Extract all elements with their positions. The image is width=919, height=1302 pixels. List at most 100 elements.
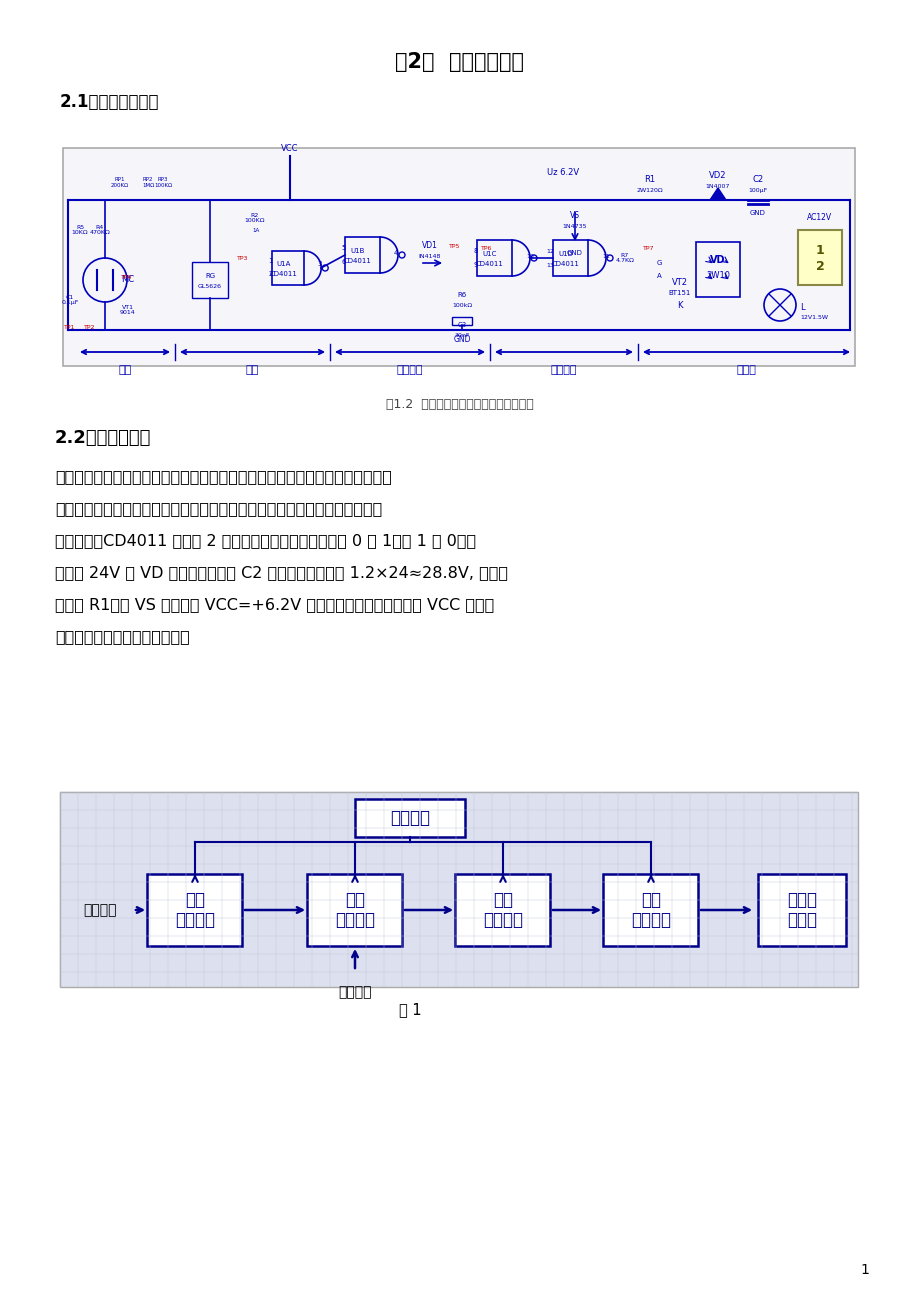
Text: BT151: BT151	[668, 290, 690, 296]
Text: VT2: VT2	[671, 279, 687, 286]
Text: 图 1: 图 1	[398, 1003, 421, 1017]
Text: 2.2电路工作原理: 2.2电路工作原理	[55, 428, 152, 447]
Text: 低），而灯泡串于整流电路中。: 低），而灯泡串于整流电路中。	[55, 629, 189, 644]
Text: 晶闸管: 晶闸管	[786, 891, 816, 909]
Text: 控制电路: 控制电路	[630, 911, 670, 930]
Text: R2
100KΩ: R2 100KΩ	[244, 212, 265, 224]
Bar	[62, 148, 854, 366]
Bar	[345, 237, 380, 273]
Text: 2W10: 2W10	[705, 271, 729, 280]
Text: 光控信号: 光控信号	[338, 986, 371, 999]
Text: 3: 3	[317, 260, 321, 267]
Text: VD2: VD2	[709, 171, 726, 180]
Text: 声控: 声控	[119, 365, 131, 375]
Bar	[476, 240, 512, 276]
Text: 100kΩ: 100kΩ	[451, 303, 471, 309]
Text: G: G	[655, 260, 661, 266]
Bar	[603, 874, 698, 947]
Text: GND: GND	[566, 250, 583, 256]
Text: TP5: TP5	[448, 243, 460, 249]
Text: GL5626: GL5626	[198, 285, 221, 289]
Text: 12: 12	[546, 249, 553, 254]
Text: 第2章  电路工作原理: 第2章 电路工作原理	[395, 52, 524, 72]
Text: 音频: 音频	[185, 891, 205, 909]
Bar	[355, 799, 464, 837]
Text: CD4011: CD4011	[343, 258, 371, 264]
Text: CD4011: CD4011	[475, 260, 503, 267]
Text: C2: C2	[752, 174, 763, 184]
Text: VD1: VD1	[422, 241, 437, 250]
Text: CD4011: CD4011	[269, 271, 297, 277]
Text: A: A	[656, 273, 661, 279]
Text: K: K	[676, 301, 682, 310]
Text: 8: 8	[473, 247, 478, 254]
Text: 图1.2  声光控延时楼道灯控制电路原理图: 图1.2 声光控延时楼道灯控制电路原理图	[386, 398, 533, 411]
Text: VCC: VCC	[281, 145, 299, 154]
Text: GND: GND	[453, 335, 471, 344]
Circle shape	[83, 258, 127, 302]
Text: 触发: 触发	[641, 891, 660, 909]
Circle shape	[763, 289, 795, 322]
Bar	[696, 242, 739, 297]
Text: AC12V: AC12V	[807, 214, 832, 223]
Text: RP1
200KΩ: RP1 200KΩ	[111, 177, 129, 187]
Text: C1
0.1μF: C1 0.1μF	[62, 294, 79, 306]
Bar	[307, 874, 403, 947]
Text: 2: 2	[815, 259, 823, 272]
Text: VT1
9014: VT1 9014	[120, 305, 136, 315]
Bar	[60, 792, 857, 987]
Text: 6: 6	[341, 259, 346, 266]
Text: 主回路: 主回路	[786, 911, 816, 930]
Text: 13: 13	[546, 263, 553, 268]
Text: TP3: TP3	[237, 256, 248, 260]
Text: RP2
1MΩ: RP2 1MΩ	[142, 177, 154, 187]
Circle shape	[607, 255, 612, 260]
Text: R4
470KΩ: R4 470KΩ	[89, 225, 110, 236]
Text: 11: 11	[601, 254, 609, 259]
Text: 1: 1	[815, 243, 823, 256]
Text: 9: 9	[473, 262, 478, 268]
Text: 源电源电路和晶闸管主回路等组成。如下图所示的声光控延时楼道灯控制电路: 源电源电路和晶闸管主回路等组成。如下图所示的声光控延时楼道灯控制电路	[55, 501, 381, 517]
Text: 1N4735: 1N4735	[562, 224, 586, 229]
Text: 1N4007: 1N4007	[705, 184, 730, 189]
Text: Uz 6.2V: Uz 6.2V	[546, 168, 578, 177]
Text: GND: GND	[749, 210, 766, 216]
Text: 电平: 电平	[345, 891, 365, 909]
Bar	[552, 240, 587, 276]
Circle shape	[530, 255, 537, 260]
Text: 1: 1	[859, 1263, 868, 1277]
Text: 触发控制: 触发控制	[550, 365, 576, 375]
Text: U1C: U1C	[482, 251, 496, 256]
Text: 声控信号: 声控信号	[83, 904, 117, 917]
Text: 2.1电路原理示意图: 2.1电路原理示意图	[60, 92, 159, 111]
Text: RP3
100KΩ: RP3 100KΩ	[153, 177, 172, 187]
Text: 开启电路: 开启电路	[482, 911, 522, 930]
Circle shape	[322, 266, 328, 271]
Text: CD4011: CD4011	[551, 260, 579, 267]
Bar	[272, 251, 304, 285]
Text: 30nF: 30nF	[454, 333, 470, 339]
Text: 2: 2	[268, 271, 273, 277]
Bar	[192, 262, 228, 298]
Text: VD: VD	[709, 255, 725, 266]
Text: 比较电路: 比较电路	[335, 911, 375, 930]
Text: R7
4.7KΩ: R7 4.7KΩ	[615, 253, 634, 263]
Text: 它是由音频放大电路、电平比较电路、延时开启电路、触发控制电路、恒压: 它是由音频放大电路、电平比较电路、延时开启电路、触发控制电路、恒压	[55, 470, 391, 484]
Text: 光控: 光控	[245, 365, 259, 375]
Text: TP7: TP7	[642, 246, 654, 251]
Text: 1: 1	[268, 258, 273, 264]
Bar	[451, 316, 471, 326]
Text: 12V1.5W: 12V1.5W	[800, 315, 827, 320]
Text: 4: 4	[393, 250, 398, 256]
Text: 流电阻 R1，使 VS 稳压管有 VCC=+6.2V 稳定电压供给电路（灯亮时 VCC 有所降: 流电阻 R1，使 VS 稳压管有 VCC=+6.2V 稳定电压供给电路（灯亮时 …	[55, 598, 494, 612]
Text: 延时: 延时	[493, 891, 513, 909]
Bar	[797, 230, 841, 285]
Text: U1A: U1A	[276, 260, 290, 267]
Text: 100μF: 100μF	[747, 187, 766, 193]
Bar	[757, 874, 845, 947]
Text: R6: R6	[457, 292, 466, 298]
Text: R5
10KΩ: R5 10KΩ	[72, 225, 88, 236]
Text: U1D: U1D	[558, 251, 573, 256]
Text: TP1: TP1	[64, 326, 75, 329]
Bar	[455, 874, 550, 947]
